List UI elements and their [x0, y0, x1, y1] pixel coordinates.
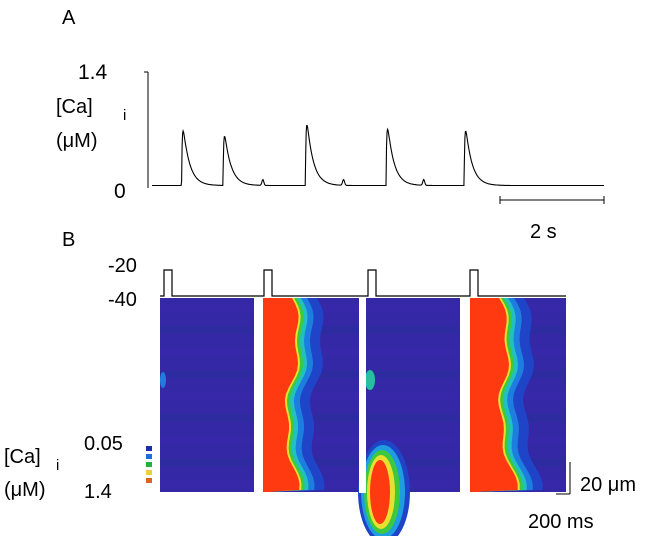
colorbar-swatch [146, 478, 152, 483]
panel-a-ylabel-line1: [Ca] [56, 96, 93, 118]
panel-b-cbar-tick-high: 1.4 [84, 481, 112, 503]
linescan-stripe [366, 480, 460, 488]
panel-b-letter: B [62, 229, 75, 251]
panel-a-ylabel-sub: i [123, 107, 126, 124]
linescan-images [160, 297, 626, 536]
voltage-step-trace [160, 269, 566, 297]
colorbar-swatch [146, 462, 152, 467]
linescan-stripe [160, 348, 254, 356]
colorbar-swatch [146, 454, 152, 459]
linescan-stripe [160, 480, 254, 488]
linescan-stripe [366, 414, 460, 422]
linescan-1 [160, 298, 254, 492]
panel-b-cbar-label-line2: (μM) [4, 479, 46, 501]
linescan-gap [359, 297, 366, 493]
calcium-trace [152, 124, 604, 187]
linescan-2 [263, 298, 359, 492]
calcium-spark [160, 372, 166, 388]
colorbar-swatch [146, 470, 152, 475]
colorbar [146, 446, 152, 483]
panel-a-ytick-bottom: 0 [114, 180, 126, 203]
panel-b-time-scale-label: 200 ms [528, 511, 594, 533]
linescan-stripe [160, 370, 254, 378]
colorbar-swatch [146, 446, 152, 451]
linescan-stripe [263, 392, 359, 400]
panel-a-ytick-top: 1.4 [78, 61, 108, 84]
panel-a-scale-label: 2 s [530, 221, 557, 243]
panel-a-ylabel-line2: (μM) [56, 130, 98, 152]
linescan-stripe [160, 436, 254, 444]
linescan-3 [358, 298, 460, 536]
linescan-stripe [160, 392, 254, 400]
calcium-wave-core [470, 298, 480, 492]
linescan-gap [254, 297, 263, 493]
linescan-stripe [160, 414, 254, 422]
calcium-wave-core [263, 298, 273, 492]
linescan-stripe [366, 392, 460, 400]
linescan-stripe [366, 304, 460, 312]
panel-b-cbar-label-sub: i [56, 457, 59, 474]
linescan-stripe [366, 436, 460, 444]
panel-b-space-scale-label: 20 μm [580, 474, 636, 496]
panel-b-cbar-label-line1: [Ca] [4, 446, 41, 468]
linescan-4 [470, 298, 566, 492]
linescan-stripe [160, 458, 254, 466]
linescan-right-margin [566, 297, 626, 493]
linescan-stripe [160, 326, 254, 334]
panel-b-vtick-top: -20 [108, 255, 137, 277]
linescan-stripe [366, 458, 460, 466]
local-calcium-release [370, 460, 390, 524]
linescan-stripe [366, 370, 460, 378]
linescan-stripe [366, 348, 460, 356]
panel-b-cbar-tick-low: 0.05 [84, 433, 123, 455]
linescan-gap [464, 297, 470, 493]
linescan-stripe [366, 326, 460, 334]
panel-a-letter: A [62, 7, 76, 29]
calcium-wave-band [470, 298, 518, 492]
panel-b-vtick-bottom: -40 [108, 289, 137, 311]
voltage-protocol [160, 269, 566, 297]
linescan-stripe [160, 304, 254, 312]
calcium-spark [365, 370, 375, 390]
